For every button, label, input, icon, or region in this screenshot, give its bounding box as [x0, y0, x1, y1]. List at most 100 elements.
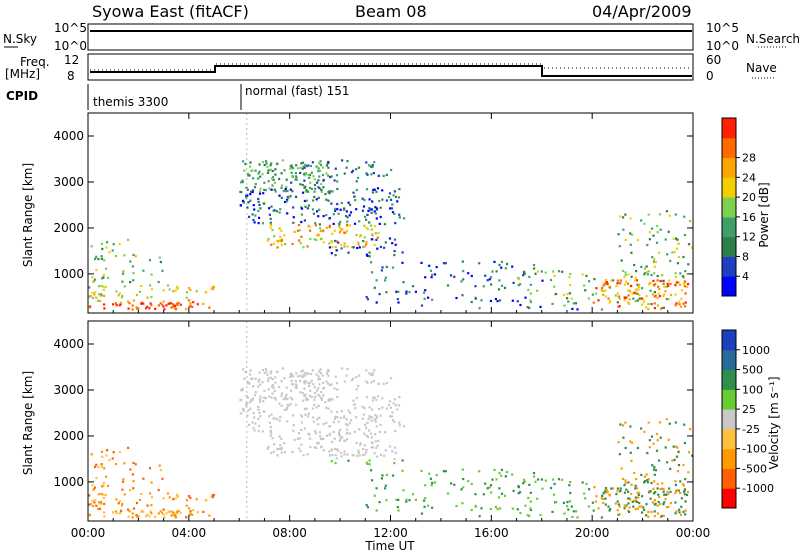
radar-echo — [484, 482, 487, 485]
velocity-scatter — [88, 321, 694, 521]
radar-echo — [264, 397, 267, 400]
radar-echo — [620, 259, 623, 262]
radar-echo — [553, 482, 556, 486]
radar-echo — [374, 414, 377, 417]
radar-echo — [304, 163, 307, 166]
radar-echo — [273, 396, 276, 399]
radar-echo — [319, 435, 322, 438]
radar-echo — [462, 486, 465, 489]
radar-echo — [210, 495, 213, 498]
radar-echo — [600, 497, 603, 500]
radar-echo — [281, 159, 284, 162]
colorbar-segment — [722, 369, 736, 390]
radar-echo — [103, 511, 106, 514]
radar-echo — [171, 510, 174, 514]
radar-echo — [304, 413, 307, 416]
radar-echo — [668, 487, 671, 490]
radar-echo — [324, 401, 327, 404]
radar-echo — [602, 284, 605, 287]
radar-echo — [658, 287, 661, 291]
radar-echo — [172, 498, 175, 501]
radar-echo — [622, 424, 625, 427]
radar-echo — [295, 164, 298, 167]
radar-echo — [401, 469, 404, 472]
radar-echo — [328, 217, 331, 220]
radar-echo — [376, 455, 379, 458]
radar-echo — [94, 499, 97, 502]
radar-echo — [669, 467, 672, 470]
radar-echo — [138, 290, 142, 293]
radar-echo — [317, 393, 320, 396]
radar-echo — [370, 419, 373, 422]
radar-echo — [131, 512, 134, 515]
radar-echo — [274, 173, 277, 176]
radar-echo — [374, 206, 377, 209]
radar-echo — [146, 504, 149, 507]
freq-label-1: Freq. — [20, 55, 50, 69]
radar-echo — [334, 453, 337, 457]
radar-echo — [660, 487, 663, 490]
radar-echo — [682, 490, 686, 493]
radar-echo — [680, 305, 683, 308]
radar-echo — [674, 492, 677, 495]
radar-echo — [346, 424, 349, 427]
radar-echo — [664, 285, 667, 288]
radar-echo — [371, 446, 375, 449]
radar-echo — [393, 254, 396, 257]
radar-echo — [373, 369, 376, 372]
radar-echo — [561, 478, 564, 481]
radar-echo — [668, 214, 671, 217]
radar-echo — [315, 234, 319, 237]
radar-echo — [361, 209, 364, 212]
radar-echo — [175, 493, 179, 496]
radar-echo — [567, 300, 570, 303]
radar-echo — [511, 507, 514, 510]
radar-echo — [635, 270, 638, 273]
radar-echo — [379, 206, 382, 209]
radar-echo — [658, 251, 661, 254]
radar-echo — [269, 434, 272, 437]
radar-echo — [680, 289, 683, 292]
radar-echo — [380, 477, 383, 480]
ytick-label: 2000 — [53, 429, 84, 443]
radar-echo — [653, 515, 656, 518]
radar-echo — [462, 278, 465, 281]
radar-echo — [394, 430, 397, 433]
radar-echo — [385, 199, 388, 202]
radar-echo — [142, 302, 145, 305]
radar-echo — [375, 446, 378, 449]
radar-echo — [375, 238, 378, 241]
radar-echo — [317, 167, 320, 170]
radar-echo — [292, 216, 295, 219]
radar-echo — [460, 280, 463, 283]
nsky-tick-bottom: 10^0 — [54, 39, 87, 53]
radar-echo — [325, 422, 328, 425]
radar-echo — [364, 215, 367, 218]
radar-echo — [381, 397, 384, 400]
radar-echo — [442, 470, 445, 473]
radar-echo — [314, 432, 317, 435]
radar-echo — [662, 503, 665, 506]
radar-echo — [245, 196, 248, 199]
radar-echo — [609, 508, 612, 511]
radar-echo — [523, 478, 526, 481]
radar-echo — [249, 165, 252, 168]
radar-echo — [382, 382, 385, 386]
colorbar-segment — [722, 256, 736, 277]
radar-echo — [643, 267, 646, 270]
radar-echo — [650, 435, 654, 438]
radar-echo — [102, 276, 105, 279]
radar-echo — [278, 227, 281, 230]
radar-echo — [329, 176, 332, 179]
radar-echo — [512, 281, 515, 284]
radar-echo — [258, 400, 262, 403]
radar-echo — [365, 226, 368, 229]
radar-echo — [322, 215, 325, 218]
radar-echo — [278, 419, 281, 422]
radar-echo — [313, 195, 316, 199]
radar-echo — [333, 387, 336, 390]
radar-echo — [341, 367, 344, 370]
radar-echo — [620, 467, 623, 470]
radar-echo — [353, 195, 356, 198]
